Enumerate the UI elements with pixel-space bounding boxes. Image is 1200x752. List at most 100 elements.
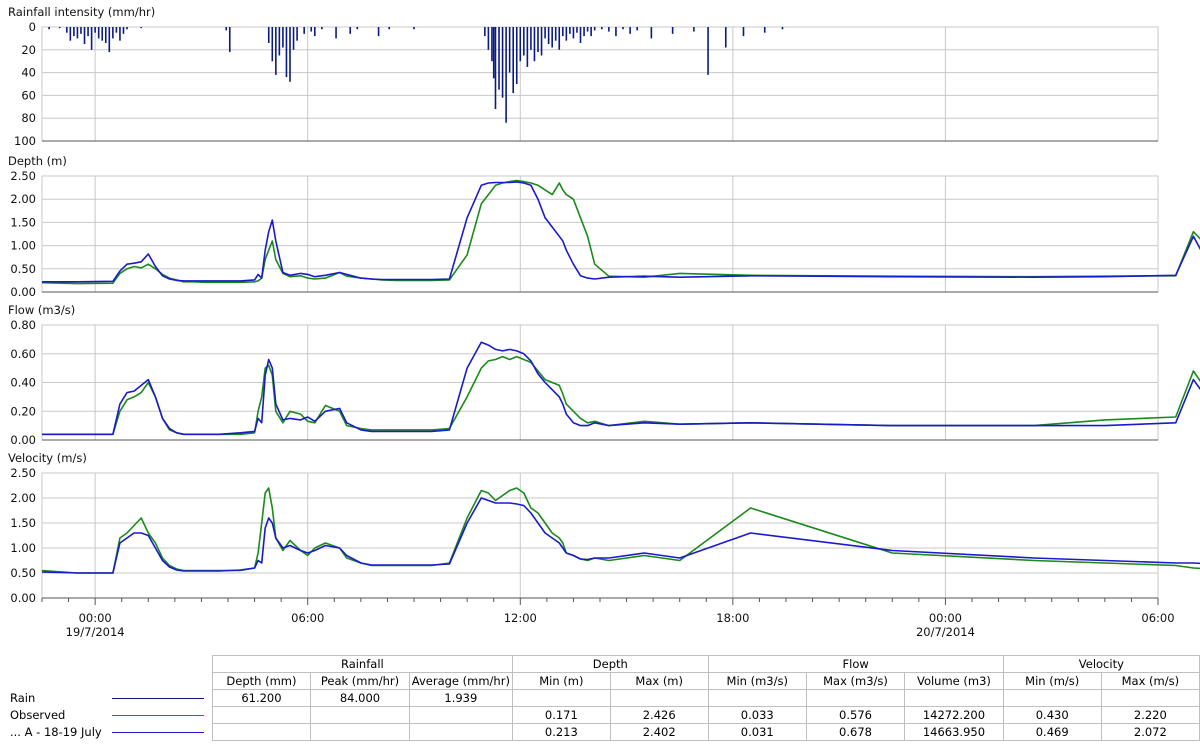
- table-cell: [408, 723, 513, 741]
- y-tick-label: 2.00: [10, 192, 36, 206]
- table-row-model: ... A - 18-19 July 0.213 2.402 0.031 0.6…: [0, 723, 1200, 741]
- y-tick-label: 0.40: [10, 376, 36, 390]
- table-cell: [904, 689, 1004, 707]
- y-tick-label: 2.50: [10, 466, 36, 480]
- plot-frame: [41, 472, 1159, 599]
- y-tick-label: 2.50: [10, 169, 36, 183]
- y-tick-label: 40: [21, 66, 36, 80]
- x-tick-label: 00:00: [79, 611, 112, 625]
- panel-title: Flow (m3/s): [8, 303, 75, 317]
- table-cell: [1100, 689, 1200, 707]
- table-cell: [310, 706, 410, 724]
- plot-frame: [41, 26, 1159, 142]
- col-header: Min (m/s): [1002, 672, 1102, 690]
- col-header: Max (m3/s): [805, 672, 906, 690]
- y-tick-label: 1.50: [10, 516, 36, 530]
- table-cell: [211, 706, 312, 724]
- group-header-velocity: Velocity: [1002, 655, 1200, 673]
- x-date-label: 20/7/2014: [916, 625, 975, 639]
- table-cell: 14663.950: [904, 723, 1004, 741]
- panel-title: Depth (m): [8, 154, 67, 168]
- model-line: [42, 341, 1200, 436]
- table-cell: [805, 689, 906, 707]
- table-cell: [408, 706, 513, 724]
- y-tick-label: 20: [21, 43, 36, 57]
- table-row-observed: Observed 0.171 2.426 0.033 0.576 14272.2…: [0, 706, 1200, 724]
- table-cell: 0.033: [707, 706, 807, 724]
- col-header: Volume (m3): [904, 672, 1004, 690]
- y-tick-label: 100: [14, 134, 36, 148]
- legend-swatch-rain: [111, 690, 212, 707]
- table-cell: 0.576: [805, 706, 906, 724]
- table-cell: 0.430: [1002, 706, 1102, 724]
- table-cell: 0.678: [805, 723, 906, 741]
- y-tick-label: 0.00: [10, 285, 36, 299]
- table-cell: [1002, 689, 1102, 707]
- legend-swatch-observed: [111, 707, 212, 724]
- y-tick-label: 1.50: [10, 215, 36, 229]
- row-label: ... A - 18-19 July: [10, 725, 102, 739]
- observed-line: [41, 487, 1200, 574]
- y-tick-label: 0: [29, 20, 36, 34]
- summary-statistics-table: Rainfall Depth Flow Velocity Depth (mm) …: [0, 655, 1200, 741]
- table-cell: 1.939: [408, 689, 513, 707]
- y-tick-label: 0.50: [10, 262, 36, 276]
- table-cell: [609, 689, 709, 707]
- model-line: [42, 181, 1200, 283]
- x-tick-label: 06:00: [1141, 611, 1174, 625]
- y-tick-label: 0.00: [10, 591, 36, 605]
- x-tick-label: 06:00: [291, 611, 324, 625]
- table-group-header-row: Rainfall Depth Flow Velocity: [0, 655, 1200, 673]
- table-cell: 2.402: [609, 723, 709, 741]
- table-cell: 0.213: [511, 723, 611, 741]
- y-tick-label: 2.00: [10, 491, 36, 505]
- table-cell: 0.171: [511, 706, 611, 724]
- x-tick-label: 18:00: [716, 611, 749, 625]
- table-cell: 84.000: [310, 689, 410, 707]
- col-header: Peak (mm/hr): [310, 672, 410, 690]
- y-tick-label: 0.60: [10, 347, 36, 361]
- panel-title: Rainfall intensity (mm/hr): [8, 5, 155, 19]
- col-header: Max (m/s): [1100, 672, 1200, 690]
- group-header-rainfall: Rainfall: [211, 655, 513, 673]
- legend-swatch-model: [111, 724, 212, 741]
- table-cell: 0.469: [1002, 723, 1102, 741]
- table-cell: [511, 689, 611, 707]
- col-header: Min (m): [511, 672, 611, 690]
- y-tick-label: 1.00: [10, 239, 36, 253]
- group-header-depth: Depth: [511, 655, 709, 673]
- y-tick-label: 0.00: [10, 433, 36, 447]
- group-header-flow: Flow: [707, 655, 1004, 673]
- model-line: [41, 497, 1200, 574]
- table-cell: [707, 689, 807, 707]
- y-tick-label: 80: [21, 111, 36, 125]
- col-header: Max (m): [609, 672, 709, 690]
- table-cell: 2.426: [609, 706, 709, 724]
- hydrograph-charts: 0 20 40 60 80 100 Rainfall intensity (mm/hr) 0.…: [8, 5, 1200, 639]
- row-label: Observed: [10, 708, 66, 722]
- table-cell: 2.072: [1100, 723, 1200, 741]
- table-cell: 0.031: [707, 723, 807, 741]
- row-label: Rain: [10, 691, 36, 705]
- table-cell: 2.220: [1100, 706, 1200, 724]
- col-header: Min (m3/s): [707, 672, 807, 690]
- table-row-rain: Rain 61.200 84.000 1.939: [0, 689, 1200, 707]
- x-tick-label: 12:00: [504, 611, 537, 625]
- panel-title: Velocity (m/s): [8, 451, 87, 465]
- table-cell: 61.200: [211, 689, 312, 707]
- plot-frame: [41, 175, 1159, 293]
- table-cell: [310, 723, 410, 741]
- table-column-header-row: Depth (mm) Peak (mm/hr) Average (mm/hr) …: [0, 672, 1200, 690]
- table-cell: [211, 723, 312, 741]
- col-header: Depth (mm): [211, 672, 312, 690]
- y-tick-label: 1.00: [10, 541, 36, 555]
- observed-line: [41, 179, 1200, 285]
- x-date-label: 19/7/2014: [66, 625, 125, 639]
- y-tick-label: 60: [21, 88, 36, 102]
- observed-line: [42, 355, 1200, 436]
- y-tick-label: 0.20: [10, 404, 36, 418]
- table-cell: 14272.200: [904, 706, 1004, 724]
- y-tick-label: 0.50: [10, 566, 36, 580]
- col-header: Average (mm/hr): [408, 672, 513, 690]
- x-tick-label: 00:00: [929, 611, 962, 625]
